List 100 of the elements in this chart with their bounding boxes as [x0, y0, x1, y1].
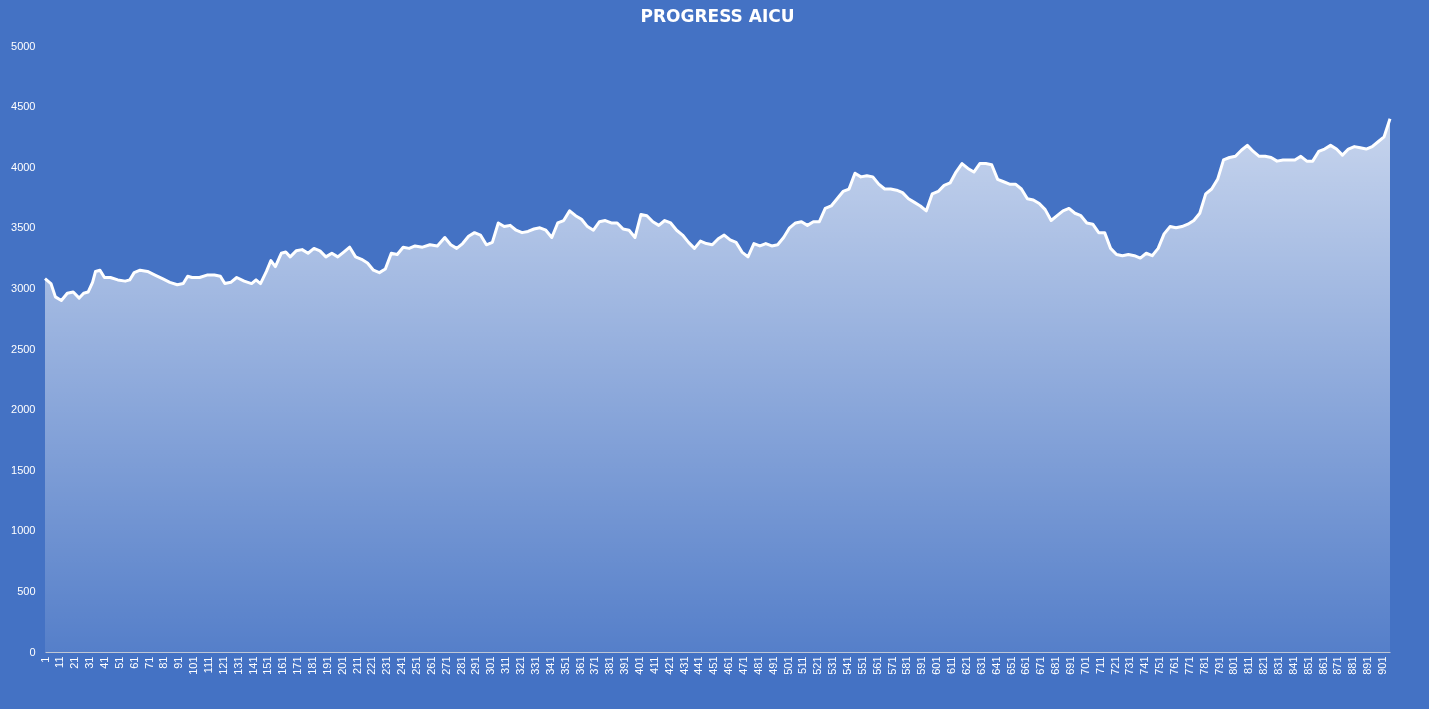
x-tick-label: 311 — [499, 656, 512, 675]
y-tick-label: 1000 — [11, 524, 36, 537]
x-tick-label: 441 — [692, 656, 705, 675]
x-tick-label: 411 — [647, 656, 660, 675]
x-tick-label: 271 — [439, 656, 452, 675]
x-tick-label: 781 — [1197, 656, 1210, 675]
x-tick-label: 791 — [1212, 656, 1225, 675]
x-tick-label: 291 — [469, 656, 482, 675]
x-tick-label: 801 — [1227, 656, 1240, 675]
x-tick-label: 101 — [187, 656, 200, 675]
x-tick-label: 351 — [558, 656, 571, 675]
y-tick-label: 2000 — [11, 403, 36, 416]
chart-title: PROGRESS AICU — [640, 6, 795, 26]
x-tick-label: 591 — [915, 656, 928, 675]
x-tick-label: 871 — [1331, 656, 1344, 675]
x-tick-label: 571 — [885, 656, 898, 675]
x-tick-label: 221 — [365, 656, 378, 675]
x-tick-label: 361 — [573, 656, 586, 675]
x-tick-label: 281 — [454, 656, 467, 675]
x-tick-label: 611 — [945, 656, 958, 675]
y-tick-label: 3500 — [11, 221, 36, 234]
x-tick-label: 821 — [1257, 656, 1270, 675]
x-tick-label: 431 — [677, 656, 690, 675]
x-tick-label: 581 — [900, 656, 913, 675]
x-tick-label: 881 — [1346, 656, 1359, 675]
x-tick-label: 631 — [974, 656, 987, 675]
x-tick-label: 771 — [1182, 656, 1195, 675]
y-tick-label: 2500 — [11, 342, 36, 355]
x-tick-label: 471 — [737, 656, 750, 675]
x-tick-label: 131 — [231, 656, 244, 675]
x-tick-label: 531 — [826, 656, 839, 675]
x-tick-label: 601 — [930, 656, 943, 675]
x-tick-label: 901 — [1376, 656, 1389, 675]
x-tick-label: 751 — [1153, 656, 1166, 675]
x-tick-label: 661 — [1019, 656, 1032, 675]
y-tick-label: 3000 — [11, 281, 36, 294]
x-tick-label: 461 — [722, 656, 735, 675]
x-tick-label: 241 — [395, 656, 408, 675]
x-tick-label: 31 — [83, 656, 96, 669]
x-tick-label: 761 — [1168, 656, 1180, 675]
x-tick-label: 521 — [811, 656, 824, 675]
x-tick-label: 481 — [751, 656, 764, 675]
x-tick-label: 511 — [796, 656, 809, 675]
x-tick-label: 421 — [662, 656, 675, 675]
x-tick-label: 371 — [588, 656, 601, 675]
x-tick-label: 851 — [1301, 656, 1314, 675]
y-tick-label: 500 — [17, 584, 36, 597]
x-tick-label: 731 — [1123, 656, 1136, 675]
x-tick-label: 341 — [543, 656, 556, 675]
y-tick-label: 5000 — [11, 39, 36, 52]
x-tick-label: 121 — [216, 656, 229, 675]
x-tick-label: 211 — [350, 656, 363, 675]
x-tick-label: 701 — [1078, 656, 1091, 675]
x-tick-label: 171 — [291, 656, 304, 675]
x-tick-label: 551 — [855, 656, 868, 675]
x-tick-label: 391 — [618, 656, 631, 675]
y-tick-label: 4500 — [11, 100, 36, 113]
x-tick-label: 181 — [306, 656, 319, 675]
x-tick-label: 91 — [172, 656, 185, 669]
x-tick-label: 201 — [335, 656, 348, 675]
x-tick-label: 11 — [53, 656, 66, 668]
x-tick-label: 1 — [38, 656, 51, 663]
x-tick-label: 51 — [112, 656, 125, 669]
x-tick-label: 41 — [97, 656, 110, 669]
y-tick-label: 1500 — [11, 463, 36, 476]
x-tick-label: 891 — [1361, 656, 1374, 675]
x-tick-label: 501 — [781, 656, 794, 675]
x-tick-label: 741 — [1138, 656, 1151, 675]
x-tick-label: 641 — [989, 656, 1002, 675]
x-tick-label: 161 — [276, 656, 289, 675]
x-tick-label: 331 — [528, 656, 541, 675]
x-tick-label: 231 — [380, 656, 393, 675]
x-tick-label: 151 — [261, 656, 274, 675]
x-tick-label: 21 — [68, 656, 81, 669]
x-tick-label: 811 — [1242, 656, 1255, 675]
x-tick-label: 141 — [246, 656, 259, 675]
x-tick-label: 721 — [1108, 656, 1121, 675]
x-tick-label: 711 — [1093, 656, 1106, 675]
x-tick-label: 81 — [157, 656, 170, 669]
x-tick-label: 651 — [1004, 656, 1017, 675]
x-tick-label: 671 — [1034, 656, 1047, 675]
x-tick-label: 691 — [1063, 656, 1076, 675]
x-tick-label: 401 — [632, 656, 645, 675]
x-tick-label: 451 — [707, 656, 720, 675]
x-tick-label: 561 — [870, 656, 883, 675]
x-tick-label: 381 — [603, 656, 616, 675]
x-tick-label: 841 — [1286, 656, 1299, 675]
x-tick-label: 621 — [959, 656, 972, 675]
x-tick-label: 111 — [201, 656, 214, 674]
y-tick-label: 4000 — [11, 160, 36, 173]
x-tick-label: 861 — [1316, 656, 1329, 675]
x-tick-label: 301 — [484, 656, 497, 675]
x-tick-label: 831 — [1272, 656, 1285, 675]
y-tick-label: 0 — [29, 645, 36, 658]
x-tick-label: 321 — [514, 656, 527, 675]
x-tick-label: 541 — [841, 656, 854, 675]
x-tick-label: 71 — [142, 656, 155, 669]
x-tick-label: 261 — [424, 656, 437, 675]
x-tick-label: 491 — [766, 656, 779, 675]
x-tick-label: 61 — [127, 656, 140, 669]
